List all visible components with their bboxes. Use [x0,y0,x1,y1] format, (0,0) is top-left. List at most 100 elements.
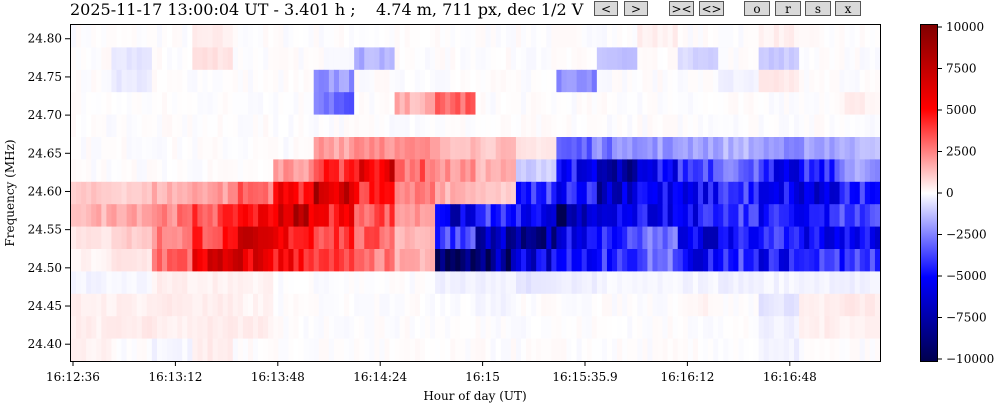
heatmap-cell [313,293,320,317]
heatmap-cell [743,293,749,317]
x-button[interactable]: x [835,1,861,16]
heatmap-cell [308,181,315,205]
heatmap-cell [819,181,825,205]
heatmap-cell [647,226,653,250]
heatmap-cell [536,271,542,295]
heatmap-cell [409,226,416,250]
heatmap-cell [172,69,178,93]
heatmap-cell [419,114,426,138]
heatmap-cell [531,92,537,115]
heatmap-cell [500,25,507,48]
heatmap-cell [212,137,219,160]
next-button[interactable]: > [624,1,648,16]
heatmap-cell [783,293,790,317]
heatmap-cell [440,226,446,250]
heatmap-cell [359,338,365,362]
heatmap-cell [242,249,249,272]
heatmap-cell [788,159,795,183]
heatmap-cell [556,226,562,250]
heatmap-cell [217,204,224,227]
heatmap-cell [450,159,456,183]
heatmap-cell [829,204,835,227]
prev-button[interactable]: < [594,1,618,16]
heatmap-cell [414,338,421,362]
heatmap-cell [232,69,239,93]
heatmap-cell [617,159,623,183]
heatmap-cell [662,69,669,93]
heatmap-cell [101,204,107,227]
zoom-out-button[interactable]: <> [699,1,724,16]
heatmap-cell [617,92,623,115]
heatmap-cell [869,181,876,205]
heatmap-cell [227,316,234,339]
heatmap-cell [192,159,198,183]
heatmap-cell [404,159,411,183]
heatmap-cell [212,69,219,93]
heatmap-cell [834,159,840,183]
heatmap-cell [106,69,112,93]
heatmap-cell [834,25,840,48]
heatmap-cell [237,338,244,362]
o-button[interactable]: o [744,1,770,16]
heatmap-cell [445,114,451,138]
heatmap-cell [485,137,492,160]
heatmap-cell [116,293,122,317]
heatmap-cell [162,159,168,183]
heatmap-cell [318,181,325,205]
s-button[interactable]: s [805,1,831,16]
heatmap-cell [743,25,749,48]
heatmap-cell [207,25,213,48]
heatmap-cell [268,316,274,339]
heatmap-cell [814,226,820,250]
heatmap-cell [652,249,658,272]
heatmap-cell [303,92,310,115]
heatmap-cell [601,271,608,295]
heatmap-cell [258,69,264,93]
r-button[interactable]: r [775,1,801,16]
heatmap-cell [657,271,663,295]
heatmap-cell [819,114,825,138]
heatmap-cell [617,338,623,362]
heatmap-cell [546,226,552,250]
heatmap-cell [136,316,143,339]
heatmap-cell [212,226,219,250]
heatmap-cell [814,204,820,227]
heatmap-cell [647,316,653,339]
x-tick-label: 16:14:24 [353,370,407,384]
heatmap-cell [859,271,866,295]
heatmap-cell [586,338,593,362]
heatmap-cell [172,137,178,160]
heatmap-cell [682,316,689,339]
heatmap-cell [384,25,390,48]
heatmap-cell [404,47,411,71]
heatmap-cell [399,204,406,227]
heatmap-cell [783,25,790,48]
heatmap-cell [359,249,365,272]
heatmap-cell [788,114,795,138]
heatmap-cell [167,226,173,250]
heatmap-cell [687,271,694,295]
heatmap-cell [718,159,724,183]
heatmap-cell [278,159,284,183]
heatmap-cell [323,204,330,227]
heatmap-cell [687,316,694,339]
heatmap-cell [217,181,224,205]
heatmap-cell [445,92,451,115]
heatmap-cell [773,338,780,362]
zoom-in-button[interactable]: >< [669,1,694,16]
heatmap-cell [723,25,729,48]
heatmap-cell [495,181,502,205]
heatmap-cell [667,114,674,138]
heatmap-cell [141,137,148,160]
heatmap-cell [485,159,492,183]
heatmap-cell [718,92,724,115]
heatmap-cell [834,316,840,339]
heatmap-cell [874,159,881,183]
heatmap-cell [566,92,572,115]
heatmap-cell [217,137,224,160]
heatmap-cell [622,249,628,272]
heatmap-cell [647,114,653,138]
heatmap-cell [819,25,825,48]
heatmap-cell [258,316,264,339]
